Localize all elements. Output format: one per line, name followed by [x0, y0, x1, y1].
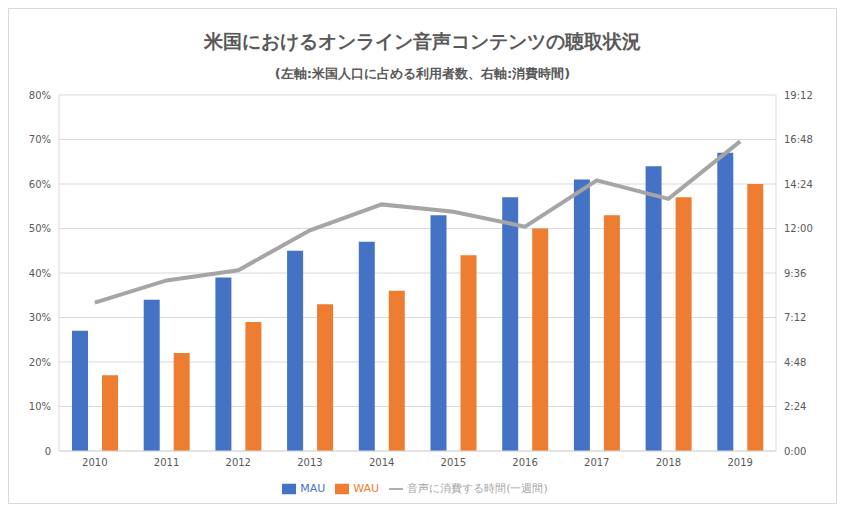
svg-text:2019: 2019	[727, 457, 752, 468]
svg-text:14:24: 14:24	[784, 179, 813, 190]
svg-text:2014: 2014	[369, 457, 394, 468]
svg-text:40%: 40%	[29, 268, 51, 279]
svg-text:2010: 2010	[82, 457, 107, 468]
svg-text:4:48: 4:48	[784, 357, 806, 368]
svg-text:2013: 2013	[297, 457, 322, 468]
svg-text:2011: 2011	[154, 457, 179, 468]
html-text:米国におけるオンライン音声コンテンツの聴取状況: 米国におけるオンライン音声コンテンツの聴取状況	[204, 30, 641, 52]
svg-text:20%: 20%	[29, 357, 51, 368]
svg-text:2018: 2018	[656, 457, 681, 468]
html-text:MAU: MAU	[300, 482, 326, 495]
html-text:音声に消費する時間(一週間): 音声に消費する時間(一週間)	[407, 482, 548, 495]
html-text:WAU: WAU	[353, 482, 380, 495]
svg-text:16:48: 16:48	[784, 134, 813, 145]
html-text:(左軸:米国人口に占める利用者数、右軸:消費時間): (左軸:米国人口に占める利用者数、右軸:消費時間)	[274, 66, 571, 81]
svg-text:2015: 2015	[441, 457, 466, 468]
svg-text:2016: 2016	[512, 457, 537, 468]
svg-text:0: 0	[45, 446, 51, 457]
svg-text:7:12: 7:12	[784, 312, 806, 323]
svg-text:19:12: 19:12	[784, 90, 813, 101]
svg-text:50%: 50%	[29, 223, 51, 234]
svg-text:60%: 60%	[29, 179, 51, 190]
svg-text:2012: 2012	[226, 457, 251, 468]
svg-text:2017: 2017	[584, 457, 609, 468]
svg-text:70%: 70%	[29, 134, 51, 145]
svg-text:12:00: 12:00	[784, 223, 813, 234]
svg-text:9:36: 9:36	[784, 268, 806, 279]
svg-text:0:00: 0:00	[784, 446, 806, 457]
svg-text:30%: 30%	[29, 312, 51, 323]
svg-text:80%: 80%	[29, 90, 51, 101]
svg-text:2:24: 2:24	[784, 401, 806, 412]
svg-text:10%: 10%	[29, 401, 51, 412]
